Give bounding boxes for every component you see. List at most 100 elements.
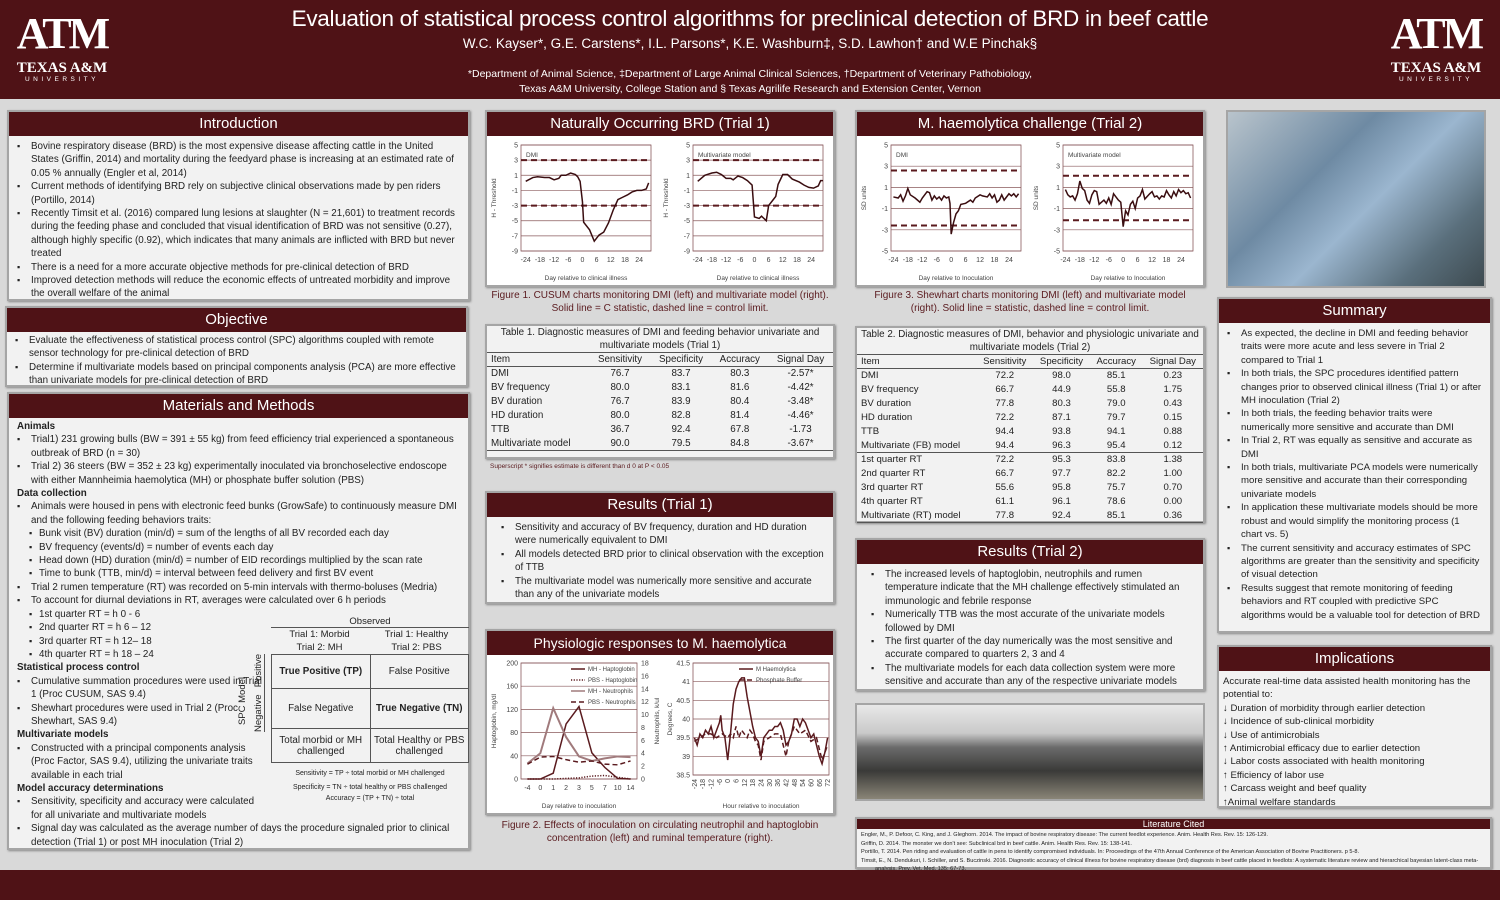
section-title: Implications <box>1219 647 1490 671</box>
x-tick-label: 12 <box>742 779 749 787</box>
x-axis-label: Day relative to Inoculation <box>919 275 994 282</box>
table-cell: 94.1 <box>1106 426 1126 437</box>
x-tick-label: 7 <box>603 785 607 792</box>
figure-3-caption: Figure 3. Shewhart charts monitoring DMI… <box>874 290 1186 314</box>
column-label: Trial 2: MH <box>296 642 343 653</box>
x-tick-label: -6 <box>934 257 940 264</box>
x-tick-label: -6 <box>1106 257 1112 264</box>
table-cell: 76.7 <box>610 368 630 380</box>
table-row: Item Sensitivity Specificity Accuracy Signal… <box>487 352 833 367</box>
table-1: Table 1. Diagnostic measures of DMI and … <box>485 324 835 459</box>
fp-cell: False Positive <box>369 654 469 689</box>
list-item: Engler, M., P. Defoor, C. King, and J. G… <box>861 832 1268 838</box>
results-trial-2-section: Results (Trial 2) The increased levels o… <box>855 538 1205 691</box>
table-cell: HD duration <box>491 410 544 421</box>
list-item: Numerically TTB was the most accurate of… <box>871 608 1195 635</box>
list-item: To account for diurnal deviations in RT,… <box>17 594 460 608</box>
x-tick-label: 18 <box>793 257 801 264</box>
legend-label: M Haemolytica <box>756 667 796 673</box>
list-item: ↓ Duration of morbidity through earlier … <box>1223 702 1426 714</box>
x-tick-label: 3 <box>577 785 581 792</box>
series-line <box>693 677 829 767</box>
legend-label: MH - Neutrophils <box>588 689 633 695</box>
list-item: Current methods of identifying BRD rely … <box>17 180 460 207</box>
series-line <box>697 171 823 223</box>
table-cell: 1.00 <box>1163 468 1183 479</box>
table-cell: 0.12 <box>1163 439 1183 451</box>
introduction-list: Bovine respiratory disease (BRD) is the … <box>17 140 460 301</box>
x-tick-label: 12 <box>607 257 615 264</box>
tn-cell: True Negative (TN) <box>369 688 469 729</box>
table-cell: 0.88 <box>1163 426 1183 437</box>
x-tick-label: 18 <box>750 779 757 787</box>
table-cell: 67.8 <box>730 424 750 435</box>
x-tick-label: 6 <box>595 257 599 264</box>
y-tick-label: 200 <box>506 661 518 668</box>
list-item: In both trials, the SPC procedures ident… <box>1227 367 1482 407</box>
implications-section: Implications Accurate real-time data ass… <box>1217 645 1492 808</box>
endoscopy-photo <box>1226 110 1486 288</box>
table-cell: 95.3 <box>1033 452 1090 467</box>
x-tick-label: 0 <box>725 779 732 783</box>
table-cell: 84.8 <box>711 436 769 451</box>
column-label: Trial 1: Morbid <box>289 629 350 640</box>
table-cell: 77.8 <box>995 398 1015 409</box>
table-cell: 98.0 <box>1052 370 1071 382</box>
series-line <box>1064 180 1192 227</box>
spc-model-label: SPC Model <box>237 676 248 726</box>
y2-tick-label: 4 <box>641 751 645 758</box>
table-cell: 0.43 <box>1163 398 1183 409</box>
x-tick-label: 0 <box>581 257 585 264</box>
table-cell: 78.6 <box>1106 496 1126 507</box>
y-tick-label: 40 <box>682 717 690 724</box>
series-line <box>693 724 829 763</box>
poster-title: Evaluation of statistical process contro… <box>291 6 1209 31</box>
x-tick-label: -24 <box>692 779 699 789</box>
series-line <box>525 172 650 243</box>
table-cell: 72.2 <box>995 370 1015 382</box>
reference-list: Engler, M., P. Defoor, C. King, and J. G… <box>857 829 1490 876</box>
table-cell: 85.1 <box>1089 508 1143 523</box>
negative-label: Negative <box>253 694 264 733</box>
y-tick-label: -5 <box>512 218 518 225</box>
results-trial-1-section: Results (Trial 1) Sensitivity and accura… <box>485 491 835 604</box>
x-tick-label: 30 <box>767 779 774 787</box>
list-item: Improved detection methods will reduce t… <box>17 274 460 301</box>
chart-label: DMI <box>526 152 538 159</box>
column-label: Trial 2: PBS <box>391 642 442 653</box>
list-item: Determine if multivariate models based o… <box>15 361 458 388</box>
table-cell: 80.0 <box>610 410 630 421</box>
affiliation-line: Texas A&M University, College Station an… <box>519 83 981 95</box>
y-tick-label: 160 <box>506 684 518 691</box>
list-item: ↑ Carcass weight and beef quality <box>1223 783 1367 795</box>
table-cell: Accuracy <box>711 352 769 367</box>
legend-label: PBS - Haptoglobin <box>588 678 637 684</box>
total-cell: Total morbid or MH challenged <box>271 728 371 763</box>
table-cell: 79.5 <box>650 436 712 451</box>
list-item: Portillo, T. 2014. Pen riding and evalua… <box>861 849 1360 856</box>
table-cell: -4.42* <box>787 382 814 393</box>
table-cell: -1.73 <box>789 424 812 435</box>
implications-intro: Accurate real-time data assisted health … <box>1223 676 1471 701</box>
series-line <box>893 186 1020 235</box>
list-item: The multivariate models for each data co… <box>871 662 1195 689</box>
x-tick-label: -18 <box>903 257 913 264</box>
table-cell: 83.8 <box>1089 452 1143 467</box>
x-tick-label: 24 <box>1005 257 1013 264</box>
introduction-section: Introduction Bovine respiratory disease … <box>7 110 470 301</box>
table-cell: 94.4 <box>995 426 1015 437</box>
figure-3-panel: M. haemolytica challenge (Trial 2) 5 3 1 -1… <box>855 110 1205 287</box>
x-tick-label: -18 <box>700 779 707 789</box>
list-item: 3rd quarter RT = h 12– 18 <box>17 635 232 649</box>
y-tick-label: -7 <box>684 233 690 240</box>
table-cell: 0.36 <box>1142 508 1203 523</box>
table-cell: 83.7 <box>671 368 691 380</box>
y-tick-label: 1 <box>514 173 518 180</box>
table-cell: 81.6 <box>730 382 750 393</box>
x-tick-label: -24 <box>888 257 898 264</box>
list-item: Time to bunk (TTB, min/d) = interval bet… <box>17 567 460 581</box>
atm-logo-mark: ATM <box>1390 9 1484 58</box>
table-cell: Sensitivity <box>589 352 651 367</box>
observed-label: Observed <box>271 616 469 628</box>
series-line <box>527 704 631 780</box>
